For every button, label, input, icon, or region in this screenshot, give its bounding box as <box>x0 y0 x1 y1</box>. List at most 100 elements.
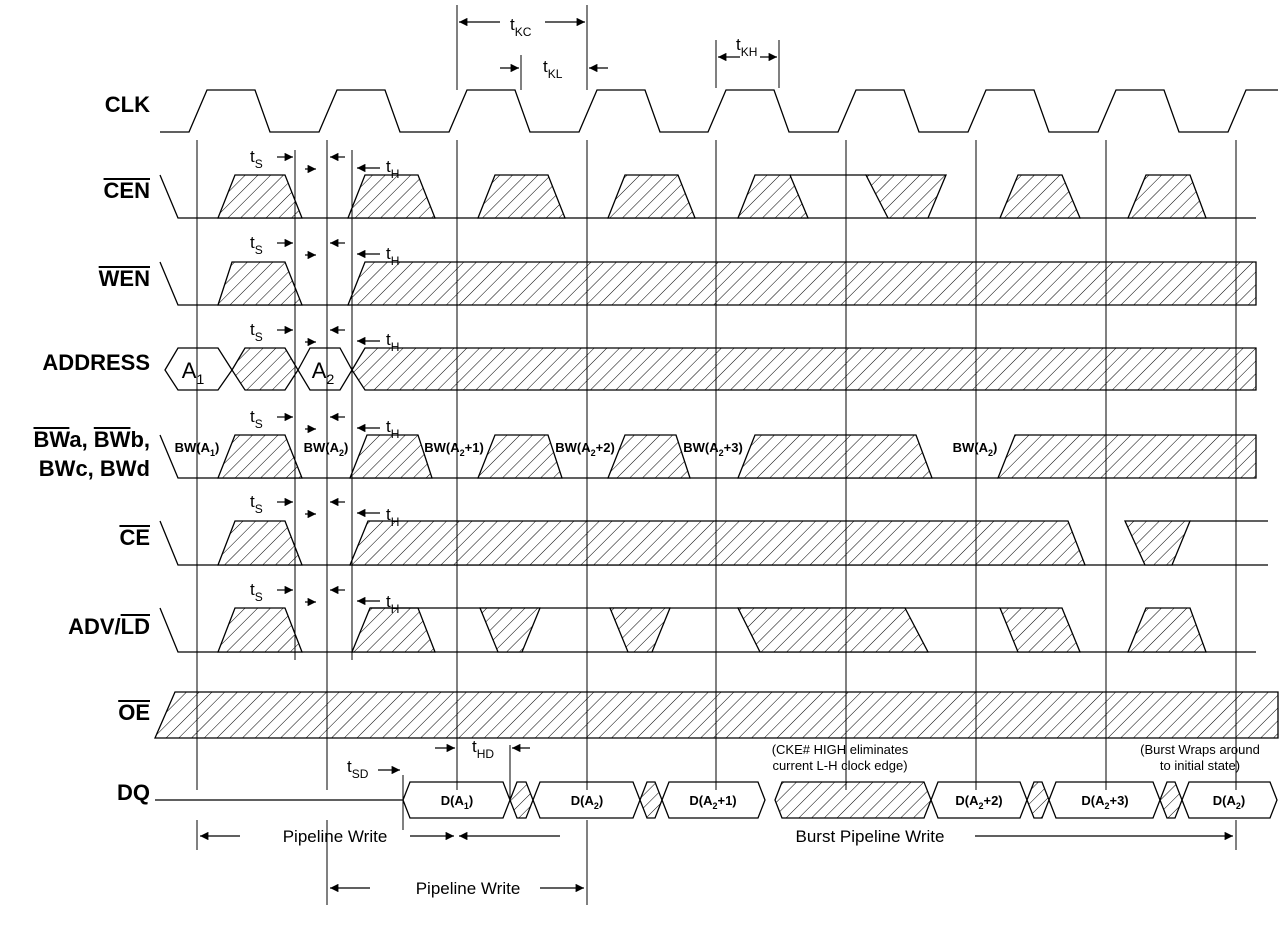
signal-name: CLK <box>105 92 150 117</box>
timing-label-part: t <box>386 505 391 524</box>
timing-label-part: t <box>510 15 515 34</box>
timing-label-part: H <box>391 167 400 181</box>
note: (CKE# HIGH eliminates <box>772 742 909 757</box>
bw-label: BW(A2) <box>953 440 998 458</box>
timing-label-part: t <box>386 417 391 436</box>
timing-label-part: t <box>472 737 477 756</box>
address-label-part: A <box>312 358 327 383</box>
timing-label-part: t <box>386 244 391 263</box>
bw-label-part: +2) <box>596 440 615 455</box>
signal-name: CEN <box>104 178 150 203</box>
timing-label: tH <box>386 417 399 441</box>
bw-label-part: ) <box>344 440 348 455</box>
dq-label: D(A2+2) <box>955 793 1002 811</box>
signal-name: BWa, BWb, <box>34 427 151 452</box>
bw-label: BW(A1) <box>175 440 220 458</box>
signal-name: BWc, BWd <box>39 456 150 481</box>
bw-label-part: BW(A <box>953 440 989 455</box>
timing-label-part: S <box>255 243 263 257</box>
bw-label-part: +3) <box>724 440 743 455</box>
dq-label: D(A2) <box>1213 793 1245 811</box>
timing-label-part: H <box>391 254 400 268</box>
address-label-part: A <box>182 358 197 383</box>
waveforms <box>154 174 1279 819</box>
timing-label: tSD <box>347 757 369 781</box>
bw-label: BW(A2) <box>304 440 349 458</box>
address-label-part: 1 <box>196 371 204 387</box>
timing-label: tKH <box>736 35 757 59</box>
timing-label-part: t <box>250 580 255 599</box>
bw-label-part: 2 <box>988 448 993 458</box>
dq-label-part: 2 <box>594 801 599 811</box>
bw-label: BW(A2+1) <box>424 440 484 458</box>
dq-label: D(A1) <box>441 793 473 811</box>
signal-name: OE <box>118 700 150 725</box>
timing-label: tS <box>250 407 263 431</box>
timing-label-part: S <box>255 157 263 171</box>
dq-label-part: ) <box>469 793 473 808</box>
address-label: A2 <box>312 358 335 387</box>
dq-label-part: +1) <box>717 793 736 808</box>
dq-label-part: D(A <box>689 793 713 808</box>
timing-label-part: HD <box>477 747 495 761</box>
timing-label: tS <box>250 492 263 516</box>
bw-label-part: BW(A <box>683 440 719 455</box>
signal-name: WEN <box>99 266 150 291</box>
timing-label-part: t <box>250 320 255 339</box>
dq-label-part: ) <box>1241 793 1245 808</box>
note: (Burst Wraps around <box>1140 742 1260 757</box>
dq-label-part: D(A <box>571 793 595 808</box>
address-label: A1 <box>182 358 205 387</box>
dq-label: D(A2) <box>571 793 603 811</box>
dq-label-part: 2 <box>1104 801 1109 811</box>
timing-label: tH <box>386 592 399 616</box>
timing-label: tS <box>250 233 263 257</box>
phase-label: Burst Pipeline Write <box>796 827 945 846</box>
timing-label-part: t <box>543 57 548 76</box>
timing-label-part: KH <box>741 45 758 59</box>
dq-label-part: D(A <box>1081 793 1105 808</box>
bw-label-part: BW(A <box>175 440 211 455</box>
timing-label: tH <box>386 244 399 268</box>
bw-label: BW(A2+3) <box>683 440 743 458</box>
timing-label-part: t <box>250 147 255 166</box>
timing-label: tS <box>250 147 263 171</box>
timing-label-part: t <box>250 492 255 511</box>
timing-label-part: t <box>250 233 255 252</box>
note: current L-H clock edge) <box>772 758 907 773</box>
timing-label-part: t <box>386 592 391 611</box>
phase-label: Pipeline Write <box>283 827 388 846</box>
dq-label: D(A2+1) <box>689 793 736 811</box>
timing-label-part: t <box>386 157 391 176</box>
bw-label-part: 2 <box>591 448 596 458</box>
bw-label-part: BW(A <box>555 440 591 455</box>
phase-label: Pipeline Write <box>416 879 521 898</box>
guides <box>160 5 1278 905</box>
dq-label-part: 2 <box>978 801 983 811</box>
dq-label-part: +2) <box>983 793 1002 808</box>
timing-label-part: H <box>391 602 400 616</box>
bw-label-part: BW(A <box>424 440 460 455</box>
timing-label-part: t <box>347 757 352 776</box>
dq-label-part: +3) <box>1109 793 1128 808</box>
address-label-part: 2 <box>326 371 334 387</box>
timing-label-part: H <box>391 515 400 529</box>
bw-label-part: 2 <box>339 448 344 458</box>
timing-label-part: S <box>255 417 263 431</box>
timing-label-part: H <box>391 340 400 354</box>
bw-label-part: ) <box>993 440 997 455</box>
timing-label: tS <box>250 320 263 344</box>
timing-label: tKL <box>543 57 563 81</box>
dq-label-part: D(A <box>955 793 979 808</box>
timing-label: tH <box>386 330 399 354</box>
dq-label-part: 1 <box>464 801 469 811</box>
timing-label: tHD <box>472 737 494 761</box>
bw-label-part: 1 <box>210 448 215 458</box>
bw-label-part: 2 <box>719 448 724 458</box>
timing-label-part: S <box>255 502 263 516</box>
timing-label: tS <box>250 580 263 604</box>
bw-label: BW(A2+2) <box>555 440 615 458</box>
bw-label-part: ) <box>215 440 219 455</box>
dq-label-part: ) <box>599 793 603 808</box>
